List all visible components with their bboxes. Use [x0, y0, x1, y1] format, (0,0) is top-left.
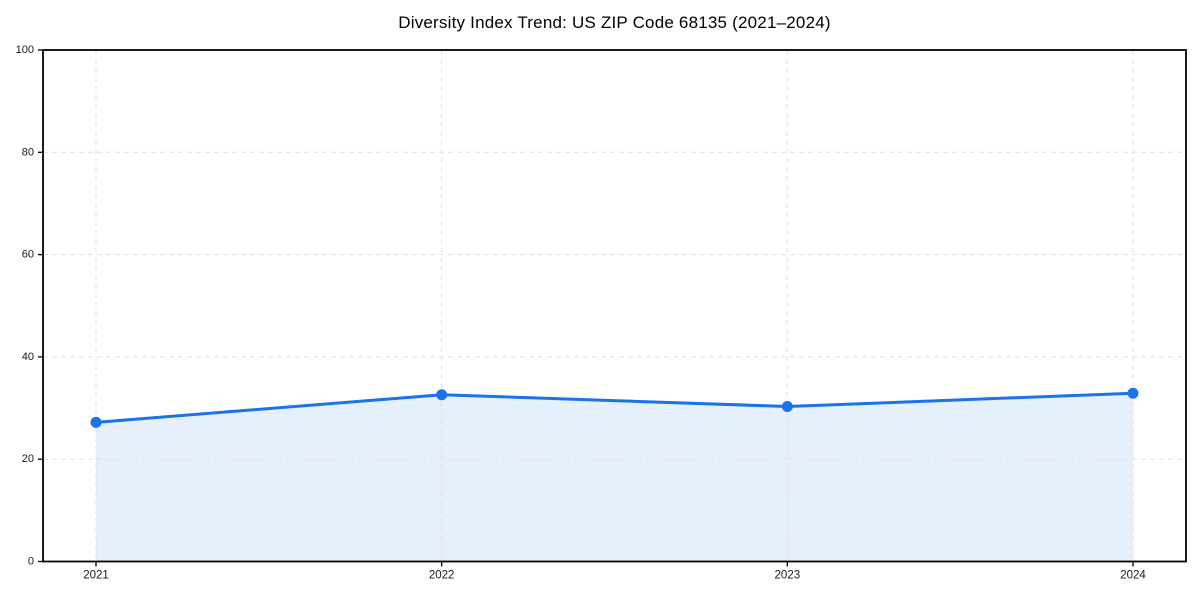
y-tick-label-40: 40: [22, 351, 34, 363]
plot-border: [42, 49, 1187, 563]
x-tick-label-2022: 2022: [429, 570, 455, 582]
y-tick-label-60: 60: [22, 249, 34, 261]
y-tick-label-20: 20: [22, 453, 34, 465]
data-point-2022: [436, 389, 448, 401]
chart-title: Diversity Index Trend: US ZIP Code 68135…: [398, 13, 831, 32]
data-point-2023: [781, 401, 793, 413]
y-tick-label-80: 80: [22, 146, 34, 158]
series-line-diversity-index: [94, 391, 1135, 424]
data-point-2021: [90, 416, 102, 428]
x-tick-label-2024: 2024: [1120, 570, 1146, 582]
data-point-2024: [1127, 387, 1139, 399]
area-fill: [96, 393, 1133, 562]
x-tick-label-2021: 2021: [83, 570, 109, 582]
y-tick-label-0: 0: [28, 556, 34, 568]
y-tick-label-100: 100: [16, 44, 34, 56]
x-tick-label-2023: 2023: [775, 570, 801, 582]
